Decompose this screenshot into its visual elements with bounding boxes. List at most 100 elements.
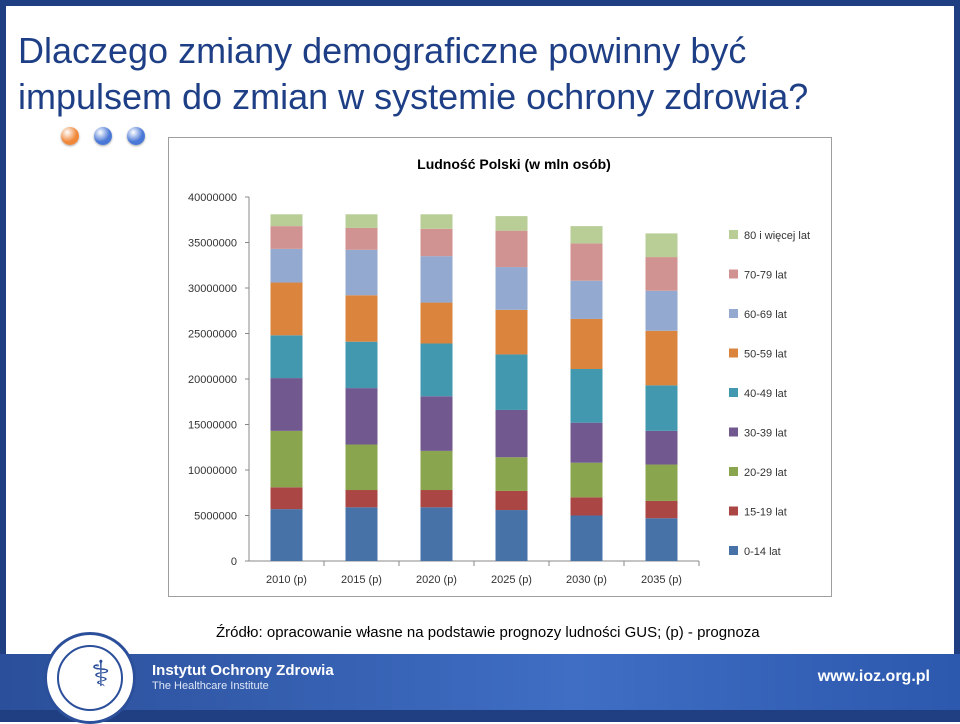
bar-segment-30-39-lat (645, 430, 678, 465)
bar-segment-80-i-więcej-lat (270, 214, 303, 227)
bar-segment-20-29-lat (270, 430, 303, 488)
source-note: Źródło: opracowanie własne na podstawie … (216, 624, 760, 641)
x-tick-label: 2030 (p) (566, 574, 607, 586)
bar-segment-0-14-lat (345, 507, 378, 561)
legend-label: 0-14 lat (744, 546, 781, 558)
y-tick-label: 20000000 (188, 374, 237, 386)
bar-segment-80-i-więcej-lat (345, 214, 378, 228)
bar-segment-15-19-lat (570, 497, 603, 516)
legend-swatch (729, 309, 738, 318)
logo-ring (57, 645, 123, 711)
bar-segment-20-29-lat (645, 464, 678, 501)
bar-segment-0-14-lat (420, 507, 453, 561)
legend-label: 40-49 lat (744, 388, 787, 400)
y-tick-label: 0 (231, 556, 237, 568)
legend-label: 20-29 lat (744, 467, 787, 479)
legend-swatch (729, 546, 738, 555)
y-tick-label: 5000000 (194, 511, 237, 523)
bar-segment-20-29-lat (570, 462, 603, 498)
y-tick-label: 25000000 (188, 329, 237, 341)
blue-dot-icon (94, 127, 112, 145)
bar-segment-50-59-lat (420, 302, 453, 344)
bar-segment-60-69-lat (345, 249, 378, 296)
legend-label: 60-69 lat (744, 309, 787, 321)
legend-swatch (729, 348, 738, 358)
legend-swatch (729, 467, 738, 476)
org-name: Instytut Ochrony Zdrowia (152, 662, 334, 679)
title-line-2: impulsem do zmian w systemie ochrony zdr… (18, 76, 809, 117)
bar-segment-70-79-lat (420, 228, 453, 257)
bar-segment-70-79-lat (270, 226, 303, 249)
bar-segment-80-i-więcej-lat (420, 214, 453, 229)
caduceus-icon: ⚕ (91, 654, 111, 695)
website-link[interactable]: www.ioz.org.pl (817, 668, 930, 685)
bar-segment-40-49-lat (270, 335, 303, 379)
bar-segment-40-49-lat (420, 343, 453, 397)
institute-logo[interactable]: ⚕ (44, 632, 136, 724)
bar-segment-80-i-więcej-lat (495, 216, 528, 231)
bar-segment-50-59-lat (270, 282, 303, 336)
slide-title: Dlaczego zmiany demograficzne powinny by… (18, 28, 938, 120)
bar-segment-15-19-lat (345, 490, 378, 508)
legend-label: 15-19 lat (744, 507, 787, 519)
y-tick-label: 10000000 (188, 465, 237, 477)
bar-segment-20-29-lat (345, 444, 378, 491)
y-tick-label: 35000000 (188, 238, 237, 250)
legend-label: 80 i więcej lat (744, 230, 810, 242)
bar-segment-70-79-lat (645, 257, 678, 291)
bar-segment-40-49-lat (345, 341, 378, 389)
footer-bar (0, 654, 960, 710)
bar-segment-0-14-lat (495, 510, 528, 561)
legend-swatch (729, 388, 738, 397)
bar-segment-0-14-lat (645, 518, 678, 561)
y-tick-label: 15000000 (188, 420, 237, 432)
bar-segment-40-49-lat (495, 354, 528, 410)
bar-segment-70-79-lat (495, 230, 528, 268)
bar-segment-40-49-lat (645, 385, 678, 431)
bar-segment-70-79-lat (345, 227, 378, 250)
bar-segment-0-14-lat (270, 509, 303, 561)
bar-segment-15-19-lat (420, 490, 453, 508)
org-subtitle: The Healthcare Institute (152, 680, 269, 692)
bar-segment-60-69-lat (570, 280, 603, 319)
bar-segment-20-29-lat (420, 450, 453, 491)
bar-segment-15-19-lat (495, 490, 528, 511)
y-tick-label: 30000000 (188, 283, 237, 295)
y-tick-label: 40000000 (188, 192, 237, 204)
x-tick-label: 2035 (p) (641, 574, 682, 586)
footer-stripe (0, 710, 960, 722)
bar-segment-15-19-lat (645, 500, 678, 519)
legend-label: 30-39 lat (744, 428, 787, 440)
x-tick-label: 2015 (p) (341, 574, 382, 586)
bar-segment-30-39-lat (495, 409, 528, 458)
legend-swatch (729, 269, 738, 279)
x-tick-label: 2020 (p) (416, 574, 457, 586)
bar-segment-60-69-lat (270, 248, 303, 283)
x-tick-label: 2010 (p) (266, 574, 307, 586)
stacked-bar-chart: Ludność Polski (w mln osób) 0 5000000 10000… (188, 156, 810, 586)
bar-segment-80-i-więcej-lat (570, 226, 603, 244)
bar-segment-60-69-lat (420, 256, 453, 303)
legend-label: 50-59 lat (744, 349, 787, 361)
bar-segment-50-59-lat (495, 309, 528, 355)
bar-segment-70-79-lat (570, 243, 603, 281)
legend-swatch (729, 230, 738, 239)
bar-segment-80-i-więcej-lat (645, 233, 678, 258)
bar-segment-20-29-lat (495, 457, 528, 491)
bar-segment-60-69-lat (645, 290, 678, 331)
bar-segment-0-14-lat (570, 515, 603, 561)
bar-segment-30-39-lat (270, 378, 303, 431)
legend-label: 70-79 lat (744, 270, 787, 282)
legend-swatch (729, 506, 738, 516)
blue-dot-icon (127, 127, 145, 145)
orange-dot-icon (61, 127, 79, 145)
bar-segment-15-19-lat (270, 487, 303, 510)
bar-segment-50-59-lat (345, 295, 378, 342)
bar-segment-50-59-lat (645, 330, 678, 386)
bar-segment-30-39-lat (345, 388, 378, 445)
bar-segment-60-69-lat (495, 267, 528, 310)
chart-container: Ludność Polski (w mln osób) 0 5000000 10000… (168, 137, 832, 597)
bar-segment-40-49-lat (570, 368, 603, 423)
legend-swatch (729, 427, 738, 437)
x-tick-label: 2025 (p) (491, 574, 532, 586)
